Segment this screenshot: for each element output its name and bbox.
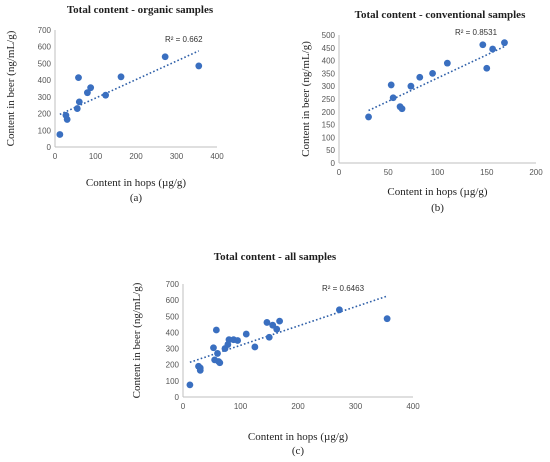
chart-c-data-point (273, 325, 281, 333)
chart-a-data-point (117, 73, 125, 81)
chart-c-data-point (242, 330, 250, 338)
chart-c-data-point (186, 381, 194, 389)
chart-b-x-tick-label: 150 (480, 168, 494, 177)
chart-a-trendline (59, 50, 200, 116)
chart-b-data-point (443, 59, 451, 67)
chart-b-y-axis-title: Content in beer (ng/mL/g) (300, 41, 312, 157)
chart-c-data-point (216, 359, 224, 367)
chart-b-caption: (b) (431, 202, 444, 214)
chart-a-title: Total content - organic samples (67, 4, 214, 16)
chart-c-data-point (276, 317, 283, 325)
chart-a-data-point (195, 62, 203, 70)
chart-a-x-tick-label: 0 (53, 152, 58, 161)
chart-c-data-point (263, 319, 271, 326)
chart-b-y-tick-label: 350 (322, 69, 336, 78)
chart-b-data-point (489, 45, 497, 53)
chart-c-x-tick-label: 0 (181, 402, 186, 411)
chart-a-y-tick-label: 300 (38, 93, 52, 102)
chart-b-data-point (407, 82, 415, 90)
chart-b-data-point (501, 39, 508, 47)
chart-b-data-point (429, 70, 436, 77)
chart-c-y-tick-label: 0 (175, 393, 180, 402)
chart-b-x-tick-label: 50 (384, 168, 393, 177)
chart-a-y-tick-label: 400 (38, 76, 52, 85)
chart-b-data-point (389, 94, 397, 102)
chart-b-y-tick-label: 400 (322, 57, 336, 66)
chart-a-data-point (87, 84, 95, 92)
chart-c-y-tick-label: 700 (166, 280, 180, 289)
chart-a-y-tick-label: 200 (38, 110, 52, 119)
chart-b-y-tick-label: 50 (326, 146, 335, 155)
chart-b-title: Total content - conventional samples (355, 9, 526, 21)
chart-c-y-tick-label: 300 (166, 345, 180, 354)
chart-a-data-point (161, 53, 169, 61)
chart-c-r2-label: R² = 0.6463 (322, 284, 365, 293)
chart-c-data-point (210, 344, 217, 352)
chart-b-y-tick-label: 300 (322, 82, 336, 91)
chart-a-r2-label: R² = 0.662 (165, 35, 203, 44)
chart-c-caption: (c) (292, 445, 305, 457)
chart-c-y-axis-title: Content in beer (ng/mL/g) (131, 282, 143, 398)
chart-c-data-point (383, 315, 391, 323)
chart-c-y-tick-label: 100 (166, 377, 180, 386)
chart-a-data-point (84, 89, 91, 97)
chart-c-y-tick-label: 200 (166, 361, 180, 370)
chart-a-x-tick-label: 300 (170, 152, 184, 161)
chart-a-data-point (56, 131, 64, 138)
chart-c-x-tick-label: 200 (291, 402, 305, 411)
chart-c-data-point (196, 366, 204, 374)
chart-b-x-axis-title: Content in hops (µg/g) (387, 186, 487, 198)
chart-b-y-tick-label: 500 (322, 31, 336, 40)
chart-b-y-tick-label: 150 (322, 121, 336, 130)
chart-b-data-point (483, 64, 491, 72)
chart-a-y-axis-title: Content in beer (ng/mL/g) (5, 30, 17, 146)
chart-b-data-point (416, 73, 424, 81)
chart-a-y-tick-label: 0 (47, 143, 52, 152)
chart-a-caption: (a) (130, 192, 143, 204)
chart-b-data-point (365, 113, 372, 121)
chart-b-x-tick-label: 100 (431, 168, 445, 177)
chart-b-r2-label: R² = 0.8531 (455, 28, 498, 37)
chart-c-data-point (212, 326, 220, 334)
chart-c-y-tick-label: 600 (166, 296, 180, 305)
chart-a-y-tick-label: 700 (38, 26, 52, 35)
chart-b-data-point (387, 81, 395, 89)
chart-b-data-point (479, 41, 487, 49)
chart-a-data-point (75, 98, 83, 106)
chart-b-y-tick-label: 250 (322, 95, 336, 104)
chart-a-data-point (75, 74, 82, 82)
chart-c-title: Total content - all samples (214, 251, 337, 263)
chart-a-x-tick-label: 100 (89, 152, 103, 161)
chart-a-y-tick-label: 600 (38, 43, 52, 52)
chart-c-data-point (234, 337, 242, 344)
chart-c-data-point (214, 350, 221, 357)
chart-b-data-point (398, 105, 406, 113)
chart-c-x-tick-label: 400 (406, 402, 420, 411)
chart-a-y-tick-label: 100 (38, 126, 52, 135)
chart-c-data-point (336, 306, 343, 314)
chart-a-data-point (102, 91, 110, 99)
chart-a-y-tick-label: 500 (38, 59, 52, 68)
chart-c-x-tick-label: 300 (349, 402, 363, 411)
chart-a-data-point (73, 105, 81, 112)
chart-c-data-point (265, 333, 273, 341)
chart-b-y-tick-label: 200 (322, 108, 336, 117)
chart-a-x-tick-label: 200 (129, 152, 143, 161)
chart-c-y-tick-label: 400 (166, 328, 180, 337)
chart-b-trendline (368, 45, 505, 112)
chart-a-data-point (63, 116, 71, 123)
chart-a-x-axis-title: Content in hops (µg/g) (86, 177, 186, 189)
chart-b-x-tick-label: 200 (529, 168, 543, 177)
chart-b-x-tick-label: 0 (337, 168, 342, 177)
chart-c-trendline (189, 295, 388, 364)
chart-b-y-tick-label: 0 (331, 159, 336, 168)
chart-b-y-tick-label: 100 (322, 133, 336, 142)
chart-a-x-tick-label: 400 (210, 152, 224, 161)
chart-c-y-tick-label: 500 (166, 312, 180, 321)
chart-c-data-point (251, 343, 259, 351)
chart-c-x-tick-label: 100 (234, 402, 248, 411)
chart-b-y-tick-label: 450 (322, 44, 336, 53)
chart-c-x-axis-title: Content in hops (µg/g) (248, 431, 348, 443)
